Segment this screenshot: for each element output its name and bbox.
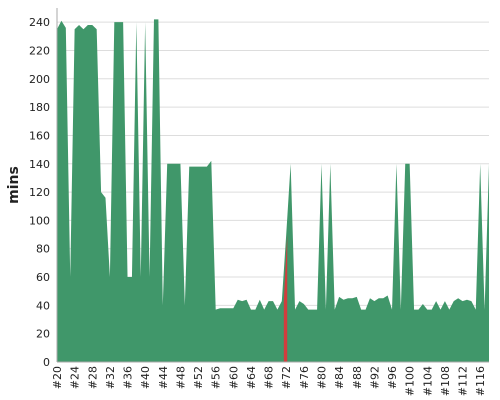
x-tick-label-56: #56 [210, 366, 223, 389]
y-tick-label-0: 0 [43, 356, 50, 369]
x-tick-label-44: #44 [157, 366, 170, 389]
x-tick-label-32: #32 [104, 366, 117, 389]
x-tick-labels: #20 #24 #28 #32 #36 #40 #44 #48 #52 #56 #60 #64 #68 #… [51, 366, 487, 396]
x-tick-label-24: #24 [69, 366, 82, 389]
x-tick-label-96: #96 [386, 366, 399, 389]
y-tick-label-240: 240 [29, 16, 50, 29]
y-tick-label-180: 180 [29, 101, 50, 114]
x-tick-label-92: #92 [368, 366, 381, 389]
y-tick-label-120: 120 [29, 186, 50, 199]
y-tick-labels: 0 20 40 60 80 100 120 140 160 180 200 220 240 [29, 16, 50, 369]
y-tick-label-160: 160 [29, 129, 50, 142]
y-tick-label-60: 60 [36, 271, 50, 284]
x-tick-label-28: #28 [86, 366, 99, 389]
x-tick-label-100: #100 [404, 366, 417, 396]
y-tick-label-80: 80 [36, 243, 50, 256]
x-tick-label-116: #116 [474, 366, 487, 396]
x-tick-label-80: #80 [315, 366, 328, 389]
y-tick-label-220: 220 [29, 44, 50, 57]
area-series [57, 19, 489, 362]
y-axis-title: mins [6, 166, 22, 204]
x-tick-label-112: #112 [457, 366, 470, 396]
x-tick-label-20: #20 [51, 366, 64, 389]
area-fill [57, 19, 489, 362]
y-tick-label-140: 140 [29, 158, 50, 171]
x-tick-label-84: #84 [333, 366, 346, 389]
x-tick-label-64: #64 [245, 366, 258, 389]
y-tick-label-200: 200 [29, 73, 50, 86]
x-tick-label-48: #48 [174, 366, 187, 389]
x-tick-label-104: #104 [421, 366, 434, 396]
y-tick-label-40: 40 [36, 299, 50, 312]
x-tick-label-52: #52 [192, 366, 205, 389]
y-tick-label-20: 20 [36, 328, 50, 341]
x-tick-label-68: #68 [263, 366, 276, 389]
x-tick-label-60: #60 [227, 366, 240, 389]
x-tick-label-36: #36 [122, 366, 135, 389]
x-tick-label-40: #40 [139, 366, 152, 389]
y-tick-label-100: 100 [29, 214, 50, 227]
x-tick-label-108: #108 [439, 366, 452, 396]
x-tick-label-88: #88 [351, 366, 364, 389]
x-tick-label-76: #76 [298, 366, 311, 389]
x-tick-label-72: #72 [280, 366, 293, 389]
